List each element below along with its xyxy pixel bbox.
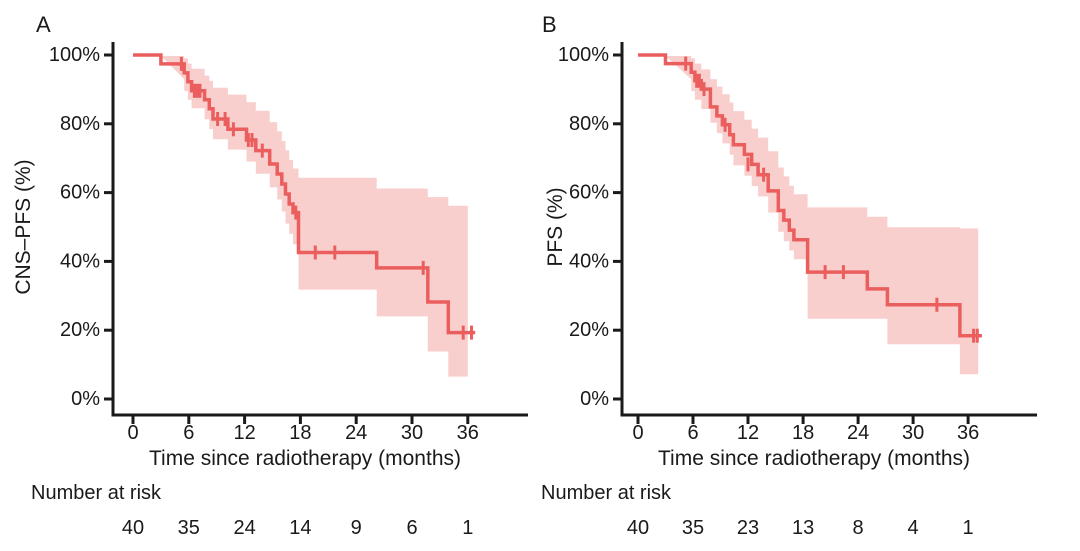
risk-count: 13 — [792, 517, 814, 539]
x-tick-label: 36 — [457, 422, 479, 444]
panel-a-number-at-risk-label: Number at risk — [31, 482, 162, 504]
x-tick-label: 18 — [289, 422, 311, 444]
confidence-band — [160, 56, 468, 377]
x-tick-label: 0 — [632, 422, 643, 444]
x-tick-label: 12 — [737, 422, 759, 444]
x-tick-label: 36 — [957, 422, 979, 444]
x-tick-label: 24 — [847, 422, 869, 444]
y-tick-label: 40% — [60, 250, 100, 272]
panel-b-number-at-risk-label: Number at risk — [541, 482, 672, 504]
x-tick-label: 24 — [345, 422, 367, 444]
y-tick-label: 100% — [49, 44, 100, 66]
risk-count: 1 — [462, 517, 473, 539]
y-tick-label: 80% — [569, 113, 609, 135]
y-tick-label: 80% — [60, 113, 100, 135]
x-tick-label: 6 — [687, 422, 698, 444]
confidence-band — [665, 56, 979, 375]
y-tick-label: 100% — [558, 44, 609, 66]
risk-count: 4 — [908, 517, 919, 539]
risk-count: 23 — [737, 517, 759, 539]
x-tick-label: 12 — [233, 422, 255, 444]
risk-count: 40 — [122, 517, 144, 539]
panel-a-letter: A — [36, 12, 51, 37]
risk-count: 24 — [233, 517, 255, 539]
y-tick-label: 20% — [60, 319, 100, 341]
y-tick-label: 40% — [569, 250, 609, 272]
panel-a-y-axis-title: CNS–PFS (%) — [12, 159, 35, 295]
panel-b-x-axis-title: Time since radiotherapy (months) — [657, 447, 971, 470]
y-tick-label: 20% — [569, 319, 609, 341]
x-tick-label: 30 — [401, 422, 423, 444]
y-tick-label: 60% — [60, 182, 100, 204]
risk-count: 1 — [963, 517, 974, 539]
x-tick-label: 18 — [792, 422, 814, 444]
km-chart-pfs: 0% 20% 40% 60% 80% 100% 0 40 6 35 12 23 18 13 24 8 30 4 36… — [558, 42, 1037, 539]
risk-count: 35 — [178, 517, 200, 539]
x-tick-label: 6 — [183, 422, 194, 444]
risk-count: 9 — [351, 517, 362, 539]
y-tick-label: 60% — [569, 182, 609, 204]
risk-count: 35 — [682, 517, 704, 539]
panel-b-y-axis-title: PFS (%) — [544, 187, 567, 267]
y-tick-label: 0% — [71, 388, 100, 410]
x-tick-label: 0 — [127, 422, 138, 444]
km-chart-cns-pfs: 0% 20% 40% 60% 80% 100% 0 40 6 35 12 24 18 14 24 9 30 6 36… — [49, 42, 528, 539]
risk-count: 6 — [406, 517, 417, 539]
panel-a-x-axis-title: Time since radiotherapy (months) — [148, 447, 462, 470]
y-tick-label: 0% — [580, 388, 609, 410]
survival-curve — [638, 53, 982, 338]
risk-count: 14 — [289, 517, 311, 539]
risk-count: 8 — [853, 517, 864, 539]
risk-count: 40 — [627, 517, 649, 539]
panel-b-letter: B — [542, 12, 557, 37]
x-tick-label: 30 — [902, 422, 924, 444]
